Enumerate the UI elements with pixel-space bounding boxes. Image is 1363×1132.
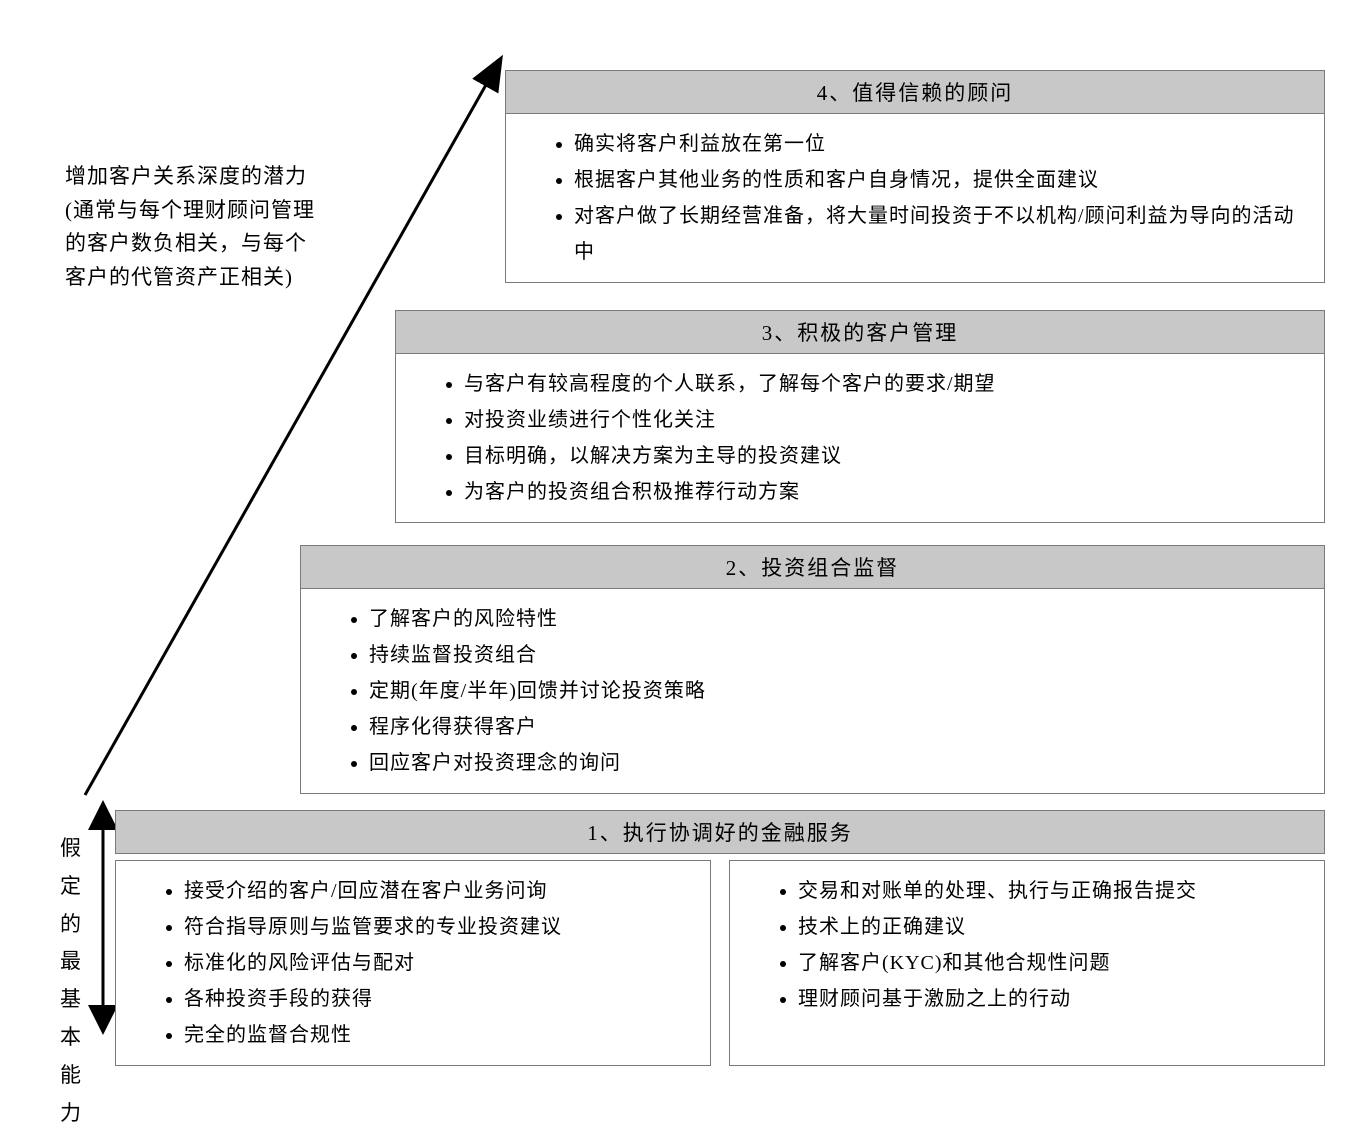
list-item: 程序化得获得客户 — [369, 709, 1304, 745]
level-1: 1、执行协调好的金融服务 接受介绍的客户/回应潜在客户业务问询 符合指导原则与监… — [115, 810, 1325, 1066]
level-2: 2、投资组合监督 了解客户的风险特性 持续监督投资组合 定期(年度/半年)回馈并… — [300, 545, 1325, 794]
level-1-col-left: 接受介绍的客户/回应潜在客户业务问询 符合指导原则与监管要求的专业投资建议 标准… — [115, 860, 711, 1066]
level-3-title: 3、积极的客户管理 — [395, 310, 1325, 354]
list-item: 定期(年度/半年)回馈并讨论投资策略 — [369, 673, 1304, 709]
side-label-bottom: 假定的最基本能力 — [60, 830, 82, 1132]
level-4-body: 确实将客户利益放在第一位 根据客户其他业务的性质和客户自身情况，提供全面建议 对… — [505, 114, 1325, 283]
level-1-title: 1、执行协调好的金融服务 — [115, 810, 1325, 854]
list-item: 接受介绍的客户/回应潜在客户业务问询 — [184, 873, 690, 909]
level-2-body: 了解客户的风险特性 持续监督投资组合 定期(年度/半年)回馈并讨论投资策略 程序… — [300, 589, 1325, 794]
list-item: 确实将客户利益放在第一位 — [574, 126, 1304, 162]
level-4: 4、值得信赖的顾问 确实将客户利益放在第一位 根据客户其他业务的性质和客户自身情… — [505, 70, 1325, 283]
list-item: 符合指导原则与监管要求的专业投资建议 — [184, 909, 690, 945]
level-3-body: 与客户有较高程度的个人联系，了解每个客户的要求/期望 对投资业绩进行个性化关注 … — [395, 354, 1325, 523]
level-4-title: 4、值得信赖的顾问 — [505, 70, 1325, 114]
list-item: 目标明确，以解决方案为主导的投资建议 — [464, 438, 1304, 474]
list-item: 技术上的正确建议 — [798, 909, 1304, 945]
list-item: 了解客户的风险特性 — [369, 601, 1304, 637]
level-3: 3、积极的客户管理 与客户有较高程度的个人联系，了解每个客户的要求/期望 对投资… — [395, 310, 1325, 523]
level-2-title: 2、投资组合监督 — [300, 545, 1325, 589]
list-item: 对投资业绩进行个性化关注 — [464, 402, 1304, 438]
list-item: 根据客户其他业务的性质和客户自身情况，提供全面建议 — [574, 162, 1304, 198]
list-item: 完全的监督合规性 — [184, 1017, 690, 1053]
list-item: 与客户有较高程度的个人联系，了解每个客户的要求/期望 — [464, 366, 1304, 402]
list-item: 为客户的投资组合积极推荐行动方案 — [464, 474, 1304, 510]
side-label-top: 增加客户关系深度的潜力(通常与每个理财顾问管理的客户数负相关，与每个客户的代管资… — [65, 160, 325, 294]
list-item: 各种投资手段的获得 — [184, 981, 690, 1017]
list-item: 对客户做了长期经营准备，将大量时间投资于不以机构/顾问利益为导向的活动中 — [574, 198, 1304, 270]
level-1-col-right: 交易和对账单的处理、执行与正确报告提交 技术上的正确建议 了解客户(KYC)和其… — [729, 860, 1325, 1066]
list-item: 持续监督投资组合 — [369, 637, 1304, 673]
list-item: 交易和对账单的处理、执行与正确报告提交 — [798, 873, 1304, 909]
list-item: 回应客户对投资理念的询问 — [369, 745, 1304, 781]
list-item: 标准化的风险评估与配对 — [184, 945, 690, 981]
list-item: 了解客户(KYC)和其他合规性问题 — [798, 945, 1304, 981]
list-item: 理财顾问基于激励之上的行动 — [798, 981, 1304, 1017]
